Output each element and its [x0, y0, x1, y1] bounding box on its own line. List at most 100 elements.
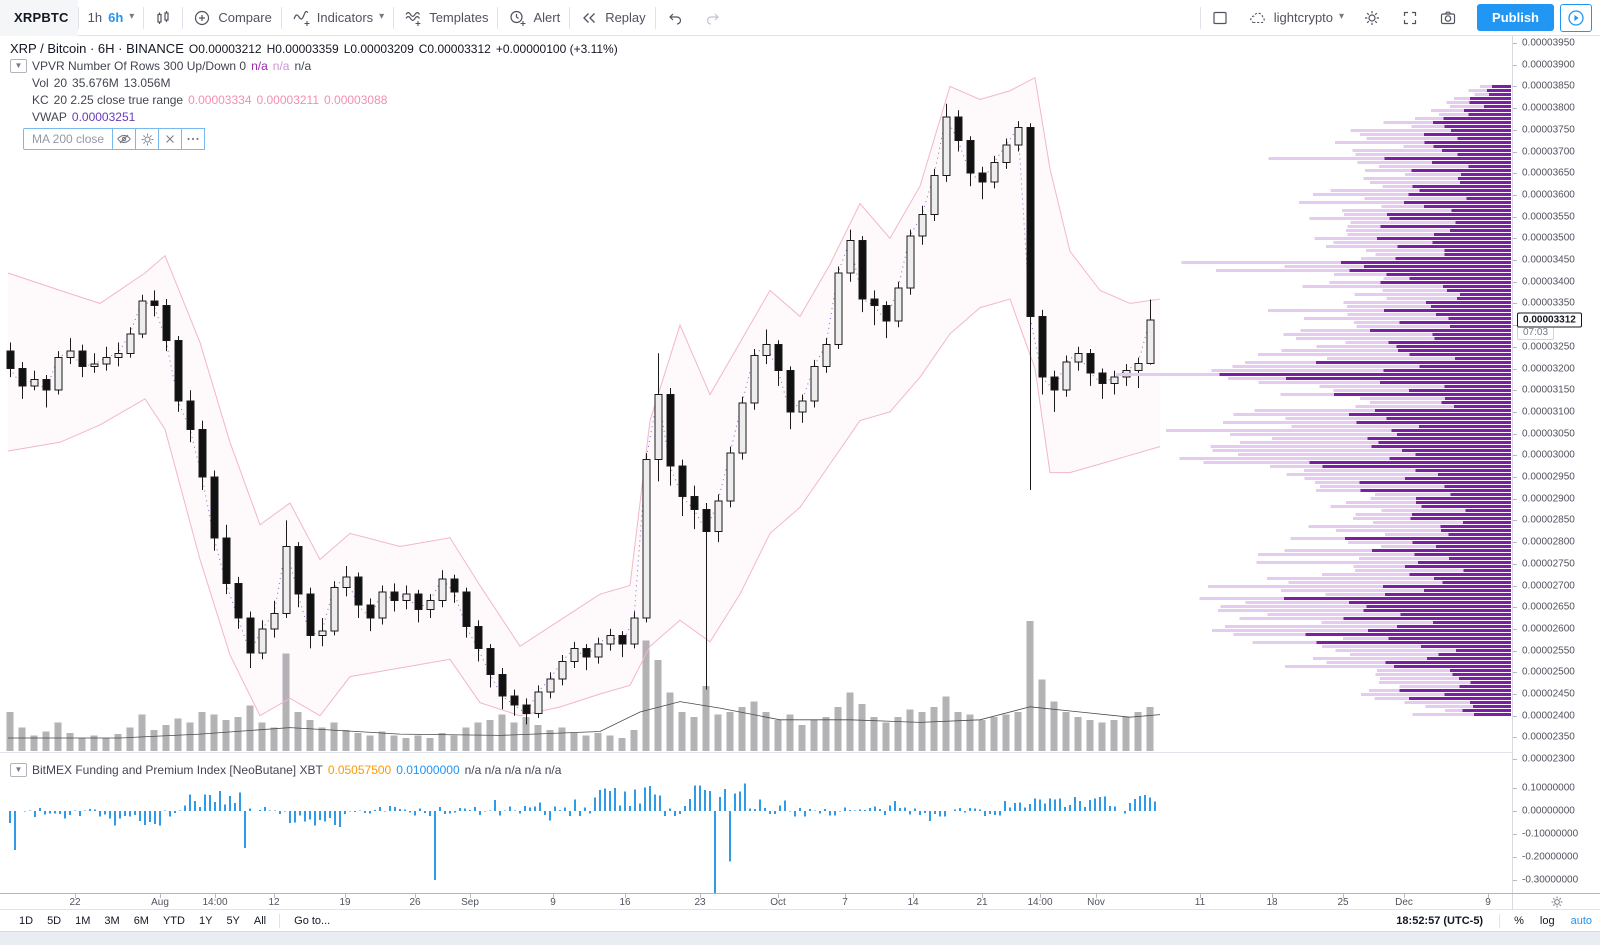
kc-value-3: 0.00003088 — [324, 92, 388, 107]
templates-button[interactable]: Templates — [394, 0, 497, 36]
price-tick — [1513, 880, 1517, 881]
volume-legend-row[interactable]: Vol 20 35.676M 13.056M — [10, 74, 618, 91]
ma-legend-row: MA 200 close — [23, 128, 206, 150]
indicators-button[interactable]: Indicators ▾ — [282, 0, 393, 36]
symbol-legend-row[interactable]: XRP / Bitcoin · 6H · BINANCE O0.00003212… — [10, 40, 618, 57]
time-tick — [75, 894, 76, 898]
redo-button[interactable] — [694, 0, 732, 36]
range-3M[interactable]: 3M — [104, 914, 120, 927]
range-1M[interactable]: 1M — [75, 914, 91, 927]
account-menu[interactable]: lightcrypto ▾ — [1239, 0, 1353, 36]
chart-type-button[interactable] — [144, 0, 182, 36]
price-tick — [1513, 129, 1517, 131]
price-axis[interactable]: 0.00003950 0.00003900 0.00003850 0.00003800… — [1512, 36, 1600, 893]
goto-button[interactable]: Go to... — [294, 914, 331, 927]
price-tick — [1513, 86, 1517, 88]
ma-hide-button[interactable] — [112, 128, 137, 150]
range-1D[interactable]: 1D — [19, 914, 34, 927]
candlestick-icon — [153, 8, 173, 28]
price-axis-label: 0.00002600 — [1522, 623, 1575, 635]
play-circle-icon — [1566, 8, 1586, 28]
publish-menu-button[interactable] — [1560, 3, 1592, 32]
price-tick — [1513, 811, 1517, 812]
range-switcher: 1D 5D 1M 3M 6M YTD 1Y 5Y All — [0, 913, 273, 929]
chevron-down-icon[interactable]: ▾ — [1339, 11, 1345, 22]
symbol-button[interactable]: XRPBTC — [0, 0, 78, 36]
pane-separator[interactable] — [0, 752, 1600, 753]
layout-button[interactable] — [1201, 0, 1239, 36]
symbol-title: XRP / Bitcoin · 6H · BINANCE — [10, 41, 184, 56]
chevron-down-icon[interactable]: ▾ — [129, 11, 135, 22]
chart-settings-button[interactable] — [1353, 0, 1391, 36]
range-1Y[interactable]: 1Y — [198, 914, 213, 927]
compare-button[interactable]: Compare — [183, 0, 280, 36]
undo-button[interactable] — [656, 0, 694, 36]
log-scale-button[interactable]: log — [1539, 914, 1555, 927]
replay-button[interactable]: Replay — [570, 0, 654, 36]
vol-value-1: 35.676M — [72, 75, 119, 90]
ma-remove-button[interactable] — [158, 128, 183, 150]
range-All[interactable]: All — [253, 914, 267, 927]
range-5Y[interactable]: 5Y — [226, 914, 240, 927]
snapshot-button[interactable] — [1429, 0, 1467, 36]
price-tick — [1513, 325, 1517, 327]
funding-axis-label: -0.20000000 — [1522, 851, 1579, 863]
percent-scale-button[interactable]: % — [1514, 914, 1524, 927]
cloud-icon — [1248, 8, 1268, 28]
price-axis-label: 0.00003850 — [1522, 80, 1575, 92]
chevron-down-icon[interactable]: ▾ — [379, 11, 385, 22]
price-axis-label: 0.00003950 — [1522, 37, 1575, 49]
price-axis-label: 0.00002850 — [1522, 514, 1575, 526]
price-tick — [1513, 173, 1517, 175]
time-axis[interactable]: 22 Aug 14:00 12 19 26 Sep 9 16 23 Oct 7 14 21 14:00 Nov… — [0, 893, 1600, 910]
time-tick — [982, 894, 983, 898]
price-axis-label: 0.00003150 — [1522, 384, 1575, 396]
vpvr-legend-row[interactable]: ▼ VPVR Number Of Rows 300 Up/Down 0 n/a … — [10, 57, 618, 74]
interval-switcher[interactable]: 1h 6h ▾ — [79, 0, 144, 36]
time-tick — [778, 894, 779, 898]
clock-label[interactable]: 18:52:57 (UTC-5) — [1396, 914, 1484, 927]
price-axis-label: 0.00002550 — [1522, 645, 1575, 657]
funding-legend[interactable]: ▼ BitMEX Funding and Premium Index [NeoB… — [10, 761, 561, 778]
divider — [280, 6, 282, 29]
divider — [1199, 6, 1201, 29]
ohlc-low: L0.00003209 — [343, 41, 414, 56]
divider — [654, 6, 656, 29]
top-toolbar-right: lightcrypto ▾ Publish — [1199, 0, 1600, 36]
time-axis-label: Aug — [151, 897, 169, 908]
kc-legend-row[interactable]: KC 20 2.25 close true range 0.00003334 0… — [10, 91, 618, 108]
range-6M[interactable]: 6M — [133, 914, 149, 927]
vpvr-value-2: n/a — [272, 58, 290, 73]
funding-axis-label: 0.00000000 — [1522, 805, 1575, 817]
fullscreen-button[interactable] — [1391, 0, 1429, 36]
interval-6h[interactable]: 6h — [108, 10, 124, 25]
interval-1h[interactable]: 1h — [87, 10, 103, 25]
vwap-legend-row[interactable]: VWAP 0.00003251 — [10, 108, 618, 125]
collapse-chevron-icon[interactable]: ▼ — [10, 762, 27, 777]
price-axis-label: 0.00003000 — [1522, 449, 1575, 461]
collapse-chevron-icon[interactable]: ▼ — [10, 58, 27, 73]
time-axis-label: Sep — [461, 897, 479, 908]
range-5D[interactable]: 5D — [47, 914, 62, 927]
chart-area[interactable]: XRP / Bitcoin · 6H · BINANCE O0.00003212… — [0, 36, 1600, 893]
funding-na-values: n/a n/a n/a n/a n/a — [464, 762, 562, 777]
price-axis-label: 0.00003900 — [1522, 59, 1575, 71]
price-tick — [1513, 628, 1517, 630]
price-axis-label: 0.00002450 — [1522, 688, 1575, 700]
axis-settings-corner[interactable] — [1512, 894, 1600, 910]
price-axis-label: 0.00002900 — [1522, 493, 1575, 505]
auto-scale-button[interactable]: auto — [1570, 914, 1592, 927]
camera-icon — [1438, 8, 1458, 28]
ma-settings-button[interactable] — [135, 128, 160, 150]
price-tick — [1513, 216, 1517, 218]
alert-button[interactable]: Alert — [498, 0, 569, 36]
time-axis-label: 11 — [1194, 897, 1206, 908]
ma-more-button[interactable] — [181, 128, 206, 150]
kc-value-2: 0.00003211 — [256, 92, 320, 107]
range-YTD[interactable]: YTD — [162, 914, 185, 927]
publish-button[interactable]: Publish — [1477, 4, 1554, 31]
ma-label[interactable]: MA 200 close — [23, 128, 114, 150]
chart-canvas[interactable] — [0, 36, 1512, 893]
price-axis-label: 0.00002350 — [1522, 731, 1575, 743]
price-tick — [1513, 834, 1517, 835]
